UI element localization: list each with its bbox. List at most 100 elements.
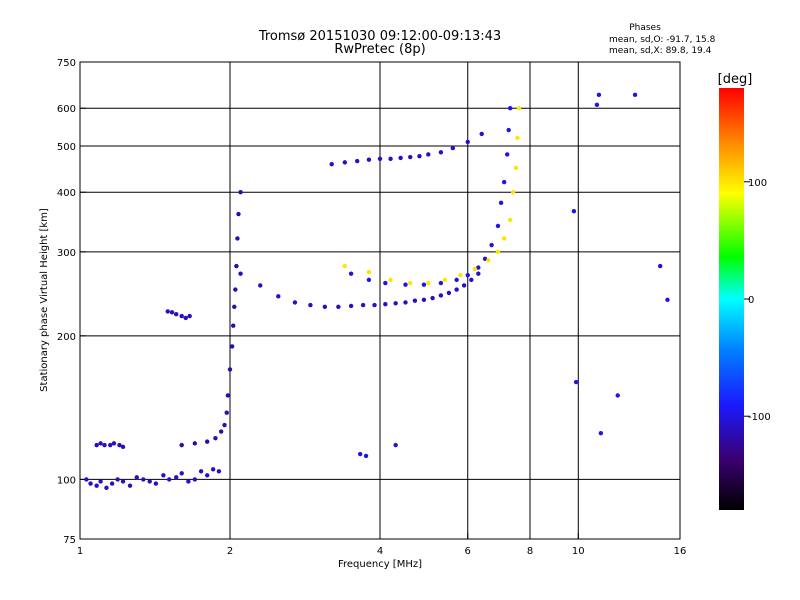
data-point-E-cusp	[227, 367, 233, 372]
data-point-trace-1.1	[108, 442, 113, 448]
y-tick-label: 400	[57, 188, 76, 199]
data-point-E-cusp	[238, 190, 243, 195]
x-tick-label: 1	[77, 546, 83, 557]
data-point-noise-low	[98, 479, 103, 484]
data-point-outliers	[594, 102, 600, 108]
data-point-noise-low	[198, 469, 204, 474]
data-point-noise-low	[174, 475, 179, 480]
data-point-trace-1.5	[169, 310, 175, 315]
data-point-noise-low	[84, 477, 89, 482]
data-point-F2-O	[348, 271, 354, 276]
y-axis-label: Stationary phase Virtual Height [km]	[39, 208, 50, 392]
x-tick-label: 2	[227, 546, 233, 557]
data-point-noise-low	[109, 481, 115, 486]
data-point-outliers	[665, 297, 670, 302]
data-point-E-cusp	[231, 323, 236, 328]
data-point-F2-X	[458, 272, 463, 278]
data-point-F2-X	[408, 280, 413, 286]
data-point-E-cusp	[224, 410, 229, 415]
data-point-F2-O	[476, 265, 481, 270]
data-point-noise-low	[147, 479, 152, 484]
chart-title: Tromsø 20151030 09:12:00-09:13:43	[258, 29, 501, 44]
data-point-F2-O	[489, 242, 494, 248]
data-point-E-cusp	[225, 393, 231, 398]
data-point-outliers	[573, 379, 579, 385]
data-point-F2-X	[426, 280, 431, 286]
data-point-F1-trace	[383, 301, 388, 307]
colorbar-tick-label: 100	[748, 178, 767, 189]
data-point-F2-O	[504, 152, 510, 157]
data-point-noise-low	[161, 473, 166, 478]
colorbar	[719, 88, 744, 510]
data-point-F2-X	[486, 258, 491, 263]
x-axis-ticks: 1 2 4 6 8 10 16	[77, 533, 687, 557]
y-axis-ticks: 75 100 200 300 400 500 600 750	[57, 58, 86, 546]
data-point-outliers	[598, 430, 604, 436]
data-point-F1-trace	[438, 293, 444, 298]
colorbar-tick-label: 0	[748, 295, 754, 306]
data-point-F1-trace	[336, 304, 341, 310]
data-point-F1-trace	[430, 295, 435, 301]
data-point-E-cusp	[204, 439, 210, 444]
data-point-F2-X	[510, 190, 516, 195]
colorbar-label: [deg]	[718, 72, 753, 87]
data-point-F2-X	[513, 165, 519, 171]
y-tick-label: 300	[57, 248, 76, 259]
data-point-E-cusp	[192, 441, 198, 446]
data-point-noise-low	[120, 479, 126, 484]
grid-lines	[80, 62, 680, 539]
data-point-F2-O	[421, 282, 427, 287]
y-tick-label: 100	[57, 475, 76, 486]
data-point-upper-trace	[377, 156, 383, 162]
data-point-upper-trace	[479, 131, 484, 137]
data-point-upper-trace	[342, 160, 348, 165]
data-point-outliers	[632, 92, 638, 98]
data-point-upper-trace	[408, 154, 413, 160]
data-point-outliers	[596, 92, 602, 98]
data-point-F2-X	[507, 217, 513, 223]
data-point-F2-O	[498, 200, 504, 206]
data-point-noise-low	[192, 477, 198, 482]
data-point-F1-trace	[348, 303, 354, 309]
data-point-noise-low	[186, 479, 191, 484]
data-point-trace-1.5	[179, 313, 184, 319]
data-point-E-cusp	[235, 236, 240, 241]
colorbar-ticks: 100 0 -100	[744, 178, 771, 423]
data-point-outliers	[657, 263, 663, 269]
x-tick-label: 4	[377, 546, 383, 557]
x-tick-label: 16	[674, 546, 687, 557]
data-point-F1-trace	[403, 300, 408, 305]
data-point-F1-trace	[461, 283, 467, 288]
data-point-outliers	[571, 208, 577, 214]
data-point-F2-O	[454, 277, 459, 283]
data-point-F2-O	[403, 282, 408, 287]
y-tick-label: 200	[57, 332, 76, 343]
data-point-E-cusp	[218, 429, 224, 434]
data-point-noise-low	[104, 485, 109, 491]
data-point-noise-low	[115, 477, 120, 482]
phase-stats-o: mean, sd,O: -91.7, 15.8	[609, 35, 716, 45]
data-point-F1-trace	[360, 302, 366, 308]
data-point-noise-low	[204, 473, 210, 478]
data-point-trace-1.1	[102, 442, 107, 448]
data-point-F1-trace	[372, 302, 377, 308]
data-point-E-cusp	[232, 304, 237, 310]
data-point-outliers	[363, 453, 369, 459]
data-point-E-cusp	[222, 422, 227, 428]
data-point-upper-trace	[450, 145, 456, 151]
x-tick-label: 8	[527, 546, 533, 557]
data-point-F2-O	[507, 106, 513, 111]
data-point-E-cusp	[233, 287, 238, 292]
data-point-trace-1.1	[94, 442, 99, 448]
data-point-F2-X	[366, 269, 372, 275]
data-point-F1-trace	[276, 294, 281, 299]
data-point-F2-X	[472, 266, 478, 272]
data-point-upper-trace	[426, 152, 431, 157]
data-point-noise-low	[179, 471, 184, 476]
data-point-upper-trace	[388, 156, 393, 162]
data-point-upper-trace	[398, 155, 403, 161]
data-point-trace-1.5	[165, 309, 170, 314]
colorbar-tick-label: -100	[748, 412, 771, 423]
data-point-F1-trace	[393, 301, 398, 306]
